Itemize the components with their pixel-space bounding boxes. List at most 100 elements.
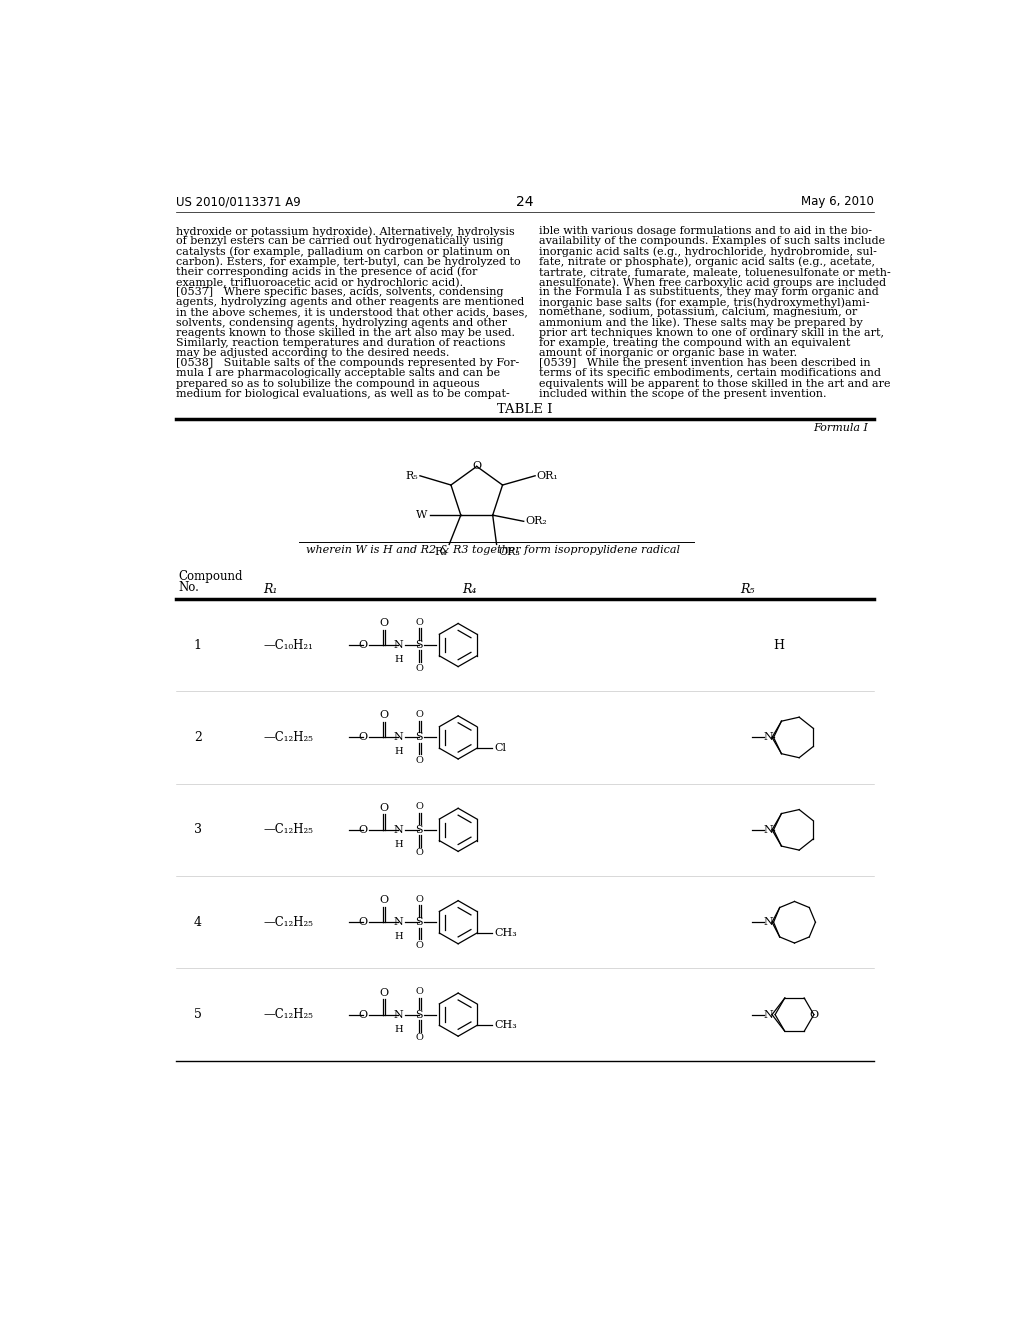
Text: US 2010/0113371 A9: US 2010/0113371 A9 <box>176 195 301 209</box>
Text: N: N <box>763 825 773 834</box>
Text: R₁: R₁ <box>263 582 278 595</box>
Text: in the above schemes, it is understood that other acids, bases,: in the above schemes, it is understood t… <box>176 308 528 318</box>
Text: O: O <box>380 987 389 998</box>
Text: R₅: R₅ <box>406 471 418 480</box>
Text: O: O <box>358 640 368 649</box>
Text: N: N <box>393 640 403 649</box>
Text: S: S <box>415 917 423 927</box>
Text: O: O <box>358 917 368 927</box>
Text: —C₁₂H₂₅: —C₁₂H₂₅ <box>263 731 313 744</box>
Text: N: N <box>393 825 403 834</box>
Text: R₄: R₄ <box>462 582 476 595</box>
Text: catalysts (for example, palladium on carbon or platinum on: catalysts (for example, palladium on car… <box>176 247 510 257</box>
Text: wherein W is H and R2 & R3 together form isopropylidene radical: wherein W is H and R2 & R3 together form… <box>306 545 680 554</box>
Text: H: H <box>394 1024 402 1034</box>
Text: in the Formula I as substituents, they may form organic and: in the Formula I as substituents, they m… <box>539 288 879 297</box>
Text: [0537]   Where specific bases, acids, solvents, condensing: [0537] Where specific bases, acids, solv… <box>176 288 504 297</box>
Text: —C₁₂H₂₅: —C₁₂H₂₅ <box>263 824 313 837</box>
Text: O: O <box>380 618 389 628</box>
Text: OR₁: OR₁ <box>537 471 558 480</box>
Text: Similarly, reaction temperatures and duration of reactions: Similarly, reaction temperatures and dur… <box>176 338 506 348</box>
Text: S: S <box>415 733 423 742</box>
Text: TABLE I: TABLE I <box>497 404 553 416</box>
Text: N: N <box>393 917 403 927</box>
Text: R₄: R₄ <box>434 548 446 557</box>
Text: N: N <box>763 917 773 927</box>
Text: 3: 3 <box>194 824 202 837</box>
Text: carbon). Esters, for example, tert-butyl, can be hydrolyzed to: carbon). Esters, for example, tert-butyl… <box>176 256 520 267</box>
Text: ible with various dosage formulations and to aid in the bio-: ible with various dosage formulations an… <box>539 226 871 236</box>
Text: O: O <box>416 941 424 949</box>
Text: No.: No. <box>178 581 200 594</box>
Text: H: H <box>394 932 402 941</box>
Text: N: N <box>393 733 403 742</box>
Text: for example, treating the compound with an equivalent: for example, treating the compound with … <box>539 338 850 348</box>
Text: H: H <box>394 747 402 756</box>
Text: N: N <box>393 1010 403 1019</box>
Text: May 6, 2010: May 6, 2010 <box>801 195 873 209</box>
Text: H: H <box>394 655 402 664</box>
Text: OR₂: OR₂ <box>525 516 547 527</box>
Text: included within the scope of the present invention.: included within the scope of the present… <box>539 389 826 399</box>
Text: example, trifluoroacetic acid or hydrochloric acid).: example, trifluoroacetic acid or hydroch… <box>176 277 463 288</box>
Text: tartrate, citrate, fumarate, maleate, toluenesulfonate or meth-: tartrate, citrate, fumarate, maleate, to… <box>539 267 891 277</box>
Text: O: O <box>380 803 389 813</box>
Text: fate, nitrate or phosphate), organic acid salts (e.g., acetate,: fate, nitrate or phosphate), organic aci… <box>539 256 874 267</box>
Text: anesulfonate). When free carboxylic acid groups are included: anesulfonate). When free carboxylic acid… <box>539 277 886 288</box>
Text: O: O <box>416 664 424 672</box>
Text: 2: 2 <box>194 731 202 744</box>
Text: O: O <box>416 987 424 997</box>
Text: O: O <box>809 1010 818 1019</box>
Text: 1: 1 <box>194 639 202 652</box>
Text: O: O <box>472 462 481 471</box>
Text: S: S <box>415 1010 423 1019</box>
Text: Formula I: Formula I <box>813 424 868 433</box>
Text: 5: 5 <box>194 1008 202 1022</box>
Text: prior art techniques known to one of ordinary skill in the art,: prior art techniques known to one of ord… <box>539 327 884 338</box>
Text: O: O <box>416 849 424 857</box>
Text: S: S <box>415 640 423 649</box>
Text: —C₁₂H₂₅: —C₁₂H₂₅ <box>263 916 313 929</box>
Text: OR₃: OR₃ <box>498 548 520 557</box>
Text: equivalents will be apparent to those skilled in the art and are: equivalents will be apparent to those sk… <box>539 379 890 388</box>
Text: of benzyl esters can be carried out hydrogenatically using: of benzyl esters can be carried out hydr… <box>176 236 504 247</box>
Text: O: O <box>416 803 424 812</box>
Text: O: O <box>380 710 389 721</box>
Text: R₅: R₅ <box>740 582 755 595</box>
Text: O: O <box>416 618 424 627</box>
Text: agents, hydrolyzing agents and other reagents are mentioned: agents, hydrolyzing agents and other rea… <box>176 297 524 308</box>
Text: terms of its specific embodiments, certain modifications and: terms of its specific embodiments, certa… <box>539 368 881 379</box>
Text: CH₃: CH₃ <box>494 1020 517 1031</box>
Text: Compound: Compound <box>178 570 243 583</box>
Text: H: H <box>394 840 402 849</box>
Text: O: O <box>358 825 368 834</box>
Text: O: O <box>380 895 389 906</box>
Text: prepared so as to solubilize the compound in aqueous: prepared so as to solubilize the compoun… <box>176 379 480 388</box>
Text: N: N <box>763 1010 773 1019</box>
Text: reagents known to those skilled in the art also may be used.: reagents known to those skilled in the a… <box>176 327 515 338</box>
Text: N: N <box>763 733 773 742</box>
Text: O: O <box>416 710 424 719</box>
Text: S: S <box>415 825 423 834</box>
Text: availability of the compounds. Examples of such salts include: availability of the compounds. Examples … <box>539 236 885 247</box>
Text: may be adjusted according to the desired needs.: may be adjusted according to the desired… <box>176 348 450 358</box>
Text: 24: 24 <box>516 195 534 210</box>
Text: CH₃: CH₃ <box>494 928 517 939</box>
Text: their corresponding acids in the presence of acid (for: their corresponding acids in the presenc… <box>176 267 477 277</box>
Text: O: O <box>416 895 424 904</box>
Text: medium for biological evaluations, as well as to be compat-: medium for biological evaluations, as we… <box>176 389 510 399</box>
Text: ammonium and the like). These salts may be prepared by: ammonium and the like). These salts may … <box>539 318 862 329</box>
Text: amount of inorganic or organic base in water.: amount of inorganic or organic base in w… <box>539 348 797 358</box>
Text: —C₁₀H₂₁: —C₁₀H₂₁ <box>263 639 313 652</box>
Text: Cl: Cl <box>494 743 506 754</box>
Text: inorganic base salts (for example, tris(hydroxymethyl)ami-: inorganic base salts (for example, tris(… <box>539 297 869 308</box>
Text: O: O <box>416 756 424 764</box>
Text: [0538]   Suitable salts of the compounds represented by For-: [0538] Suitable salts of the compounds r… <box>176 358 519 368</box>
Text: W: W <box>416 510 427 520</box>
Text: inorganic acid salts (e.g., hydrochloride, hydrobromide, sul-: inorganic acid salts (e.g., hydrochlorid… <box>539 247 877 257</box>
Text: hydroxide or potassium hydroxide). Alternatively, hydrolysis: hydroxide or potassium hydroxide). Alter… <box>176 226 515 236</box>
Text: H: H <box>773 639 784 652</box>
Text: —C₁₂H₂₅: —C₁₂H₂₅ <box>263 1008 313 1022</box>
Text: nomethane, sodium, potassium, calcium, magnesium, or: nomethane, sodium, potassium, calcium, m… <box>539 308 857 318</box>
Text: [0539]   While the present invention has been described in: [0539] While the present invention has b… <box>539 358 870 368</box>
